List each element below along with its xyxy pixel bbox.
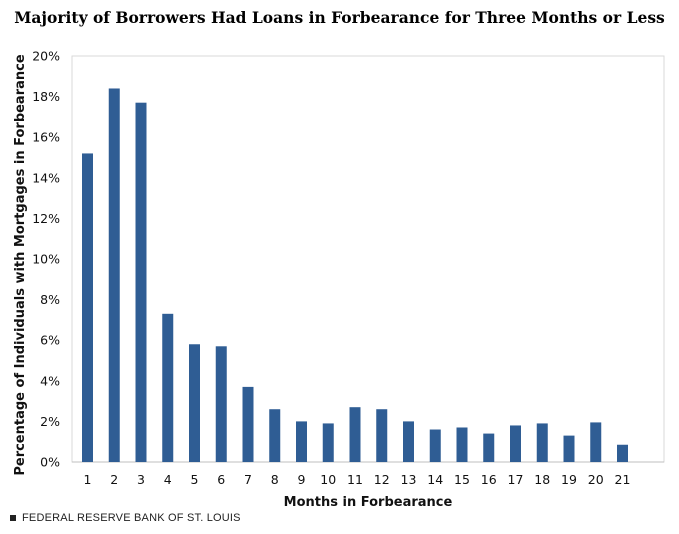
- x-tick-label: 15: [454, 472, 470, 487]
- y-tick-label: 2%: [40, 414, 60, 429]
- bar: [483, 433, 495, 462]
- y-tick-label: 14%: [32, 170, 60, 185]
- bar: [269, 409, 281, 462]
- x-tick-label: 9: [298, 472, 306, 487]
- x-tick-label: 17: [508, 472, 524, 487]
- x-axis-title: Months in Forbearance: [284, 495, 453, 510]
- bar: [189, 344, 200, 462]
- x-tick-label: 3: [137, 472, 145, 487]
- y-tick-label: 12%: [32, 211, 60, 226]
- bar: [215, 346, 227, 462]
- x-tick-label: 18: [534, 472, 550, 487]
- y-tick-label: 8%: [40, 292, 60, 307]
- y-tick-label: 6%: [40, 333, 60, 348]
- y-tick-label: 20%: [32, 49, 60, 64]
- bar: [135, 102, 147, 462]
- bar: [108, 88, 120, 462]
- bar: [403, 421, 414, 462]
- y-tick-label: 16%: [32, 130, 60, 145]
- bar: [563, 435, 575, 462]
- bar: [296, 421, 307, 462]
- bar: [242, 386, 254, 462]
- x-tick-label: 16: [481, 472, 497, 487]
- y-tick-label: 18%: [32, 89, 60, 104]
- bar: [456, 427, 468, 462]
- x-tick-label: 8: [271, 472, 279, 487]
- x-tick-label: 10: [320, 472, 336, 487]
- bars-group: [82, 88, 628, 462]
- y-tick-label: 4%: [40, 373, 60, 388]
- x-tick-label: 19: [561, 472, 577, 487]
- bar: [162, 313, 174, 462]
- x-tick-label: 20: [588, 472, 604, 487]
- bar: [536, 423, 548, 462]
- bar: [376, 409, 388, 462]
- bar: [82, 153, 93, 462]
- x-tick-label: 1: [84, 472, 92, 487]
- bar: [617, 444, 628, 462]
- x-tick-label: 4: [164, 472, 172, 487]
- x-tick-label: 14: [427, 472, 443, 487]
- y-tick-label: 10%: [32, 252, 60, 267]
- bar: [429, 429, 441, 462]
- bar: [590, 422, 602, 462]
- y-tick-label: 0%: [40, 455, 60, 470]
- plot-frame: [71, 55, 665, 463]
- bar: [322, 423, 334, 462]
- chart-title: Majority of Borrowers Had Loans in Forbe…: [14, 8, 665, 27]
- x-tick-label: 5: [191, 472, 199, 487]
- x-tick-label: 2: [110, 472, 118, 487]
- x-tick-label: 21: [615, 472, 631, 487]
- source-footer: FEDERAL RESERVE BANK OF ST. LOUIS: [10, 512, 241, 524]
- y-tick-labels: 0% 2% 4% 6% 8% 10% 12% 14% 16% 18% 20%: [32, 49, 60, 470]
- x-tick-label: 6: [217, 472, 225, 487]
- x-tick-label: 11: [347, 472, 363, 487]
- y-axis-title: Percentage of Individuals with Mortgages…: [13, 54, 28, 476]
- bar: [510, 425, 521, 462]
- x-tick-labels: 1 2 3 4 5 6 7 8 9 10 11 12 13 14 15 16 17 18 19 20 21: [84, 472, 631, 487]
- bar: [349, 407, 361, 462]
- square-bullet-icon: [10, 515, 16, 521]
- x-tick-label: 7: [244, 472, 252, 487]
- x-tick-label: 12: [374, 472, 390, 487]
- x-tick-label: 13: [401, 472, 417, 487]
- source-label: FEDERAL RESERVE BANK OF ST. LOUIS: [22, 512, 241, 524]
